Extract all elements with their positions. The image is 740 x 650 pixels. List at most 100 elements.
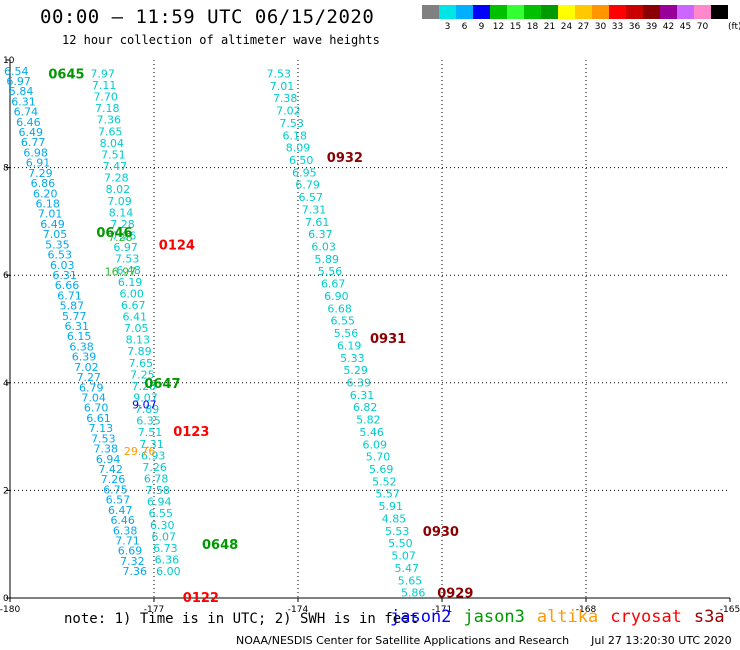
wave-height-label: 5.57 (375, 488, 400, 501)
scale-swatch-label: 24 (560, 22, 573, 32)
scale-swatch-color (473, 5, 490, 19)
wave-height-label: 5.91 (379, 500, 404, 513)
wave-height-label: 6.19 (337, 339, 362, 352)
legend-item-jason3: jason3 (463, 607, 525, 627)
wave-height-label: 6.79 (295, 179, 320, 192)
chart-title: 00:00 – 11:59 UTC 06/15/2020 (40, 6, 375, 28)
wave-height-label: 6.20 (33, 187, 58, 200)
wave-height-label: 6.79 (79, 381, 104, 394)
wave-height-label: 6.47 (108, 504, 133, 517)
wave-height-label: 6.57 (299, 191, 324, 204)
scale-swatch-color (711, 5, 728, 19)
wave-height-label: 6.03 (50, 259, 75, 272)
scale-swatch: 33 (609, 5, 626, 32)
scale-swatch-color (677, 5, 694, 19)
pass-time-label: 0648 (202, 538, 238, 553)
wave-height-label: 7.36 (123, 565, 148, 578)
wave-height-label: 6.55 (149, 507, 174, 520)
wave-height-label: 7.01 (270, 80, 295, 93)
scale-swatch-label: 33 (611, 22, 624, 32)
wave-height-label: 5.89 (315, 253, 340, 266)
wave-height-label: 6.30 (150, 519, 175, 532)
x-tick-label: -168 (576, 605, 597, 615)
wave-height-label: 5.56 (334, 327, 359, 340)
wave-height-label: 8.14 (109, 206, 134, 219)
wave-height-label: 7.32 (120, 555, 145, 568)
wave-height-label: 6.91 (26, 157, 51, 170)
wave-height-label: 7.89 (135, 403, 160, 416)
wave-height-label: 6.98 (23, 146, 48, 159)
wave-height-label: 6.78 (144, 473, 169, 486)
wave-height-label: 6.18 (283, 129, 308, 142)
wave-height-label: 6.48 (116, 264, 141, 277)
wave-height-label: 6.97 (113, 241, 138, 254)
scale-swatch-label: 9 (478, 22, 485, 32)
x-tick-label: -180 (0, 605, 20, 615)
wave-height-label: 7.71 (115, 534, 140, 547)
scale-swatch-color (660, 5, 677, 19)
y-tick-label: 2 (3, 486, 9, 496)
wave-height-label: 6.70 (84, 402, 109, 415)
wave-height-label: 6.35 (136, 415, 161, 428)
wave-height-label: 6.31 (52, 269, 77, 282)
wave-height-label: 7.18 (95, 102, 120, 115)
scale-swatch: 70 (694, 5, 711, 32)
wave-height-label: 7.28 (132, 380, 157, 393)
wave-height-label: 6.57 (106, 494, 131, 507)
wave-height-label: 5.87 (60, 300, 85, 313)
wave-height-label: 6.69 (118, 545, 143, 558)
scale-swatch-label: 18 (526, 22, 539, 32)
scale-swatch-label: 36 (628, 22, 641, 32)
pass-time-label: 0122 (183, 591, 219, 606)
scale-swatch: 36 (626, 5, 643, 32)
wave-height-label: 6.94 (147, 496, 172, 509)
x-tick-label: -171 (432, 605, 452, 615)
wave-height-label: 6.74 (14, 106, 39, 119)
wave-height-label: 7.58 (145, 484, 170, 497)
wave-height-label: 7.05 (124, 322, 149, 335)
wave-height-label: 5.47 (395, 562, 420, 575)
wave-height-label: 6.38 (113, 524, 138, 537)
chart-subtitle: 12 hour collection of altimeter wave hei… (62, 33, 380, 47)
wave-height-label: 6.75 (103, 483, 128, 496)
wave-height-label: 5.46 (359, 426, 384, 439)
scale-swatch-color (490, 5, 507, 19)
wave-height-label: 6.09 (363, 438, 388, 451)
wave-height-label: 6.82 (353, 401, 378, 414)
y-tick-label: 4 (3, 379, 9, 389)
scale-swatch-label: 70 (696, 22, 709, 32)
wave-height-label: 7.02 (74, 361, 99, 374)
wave-height-label: 5.70 (366, 451, 391, 464)
x-tick-label: -165 (720, 605, 740, 615)
wave-height-label: 6.49 (40, 218, 65, 231)
scale-swatch-label: 27 (577, 22, 590, 32)
x-tick-label: -174 (288, 605, 309, 615)
pass-time-label: 0932 (327, 151, 363, 166)
wave-height-label: 6.86 (31, 177, 56, 190)
scale-swatch-label: 3 (444, 22, 451, 32)
scale-swatch-color (643, 5, 660, 19)
agency-credit: NOAA/NESDIS Center for Satellite Applica… (236, 634, 570, 647)
wave-height-label: 6.61 (86, 412, 111, 425)
satellite-legend: jason2 jason3 altika cryosat s3a (390, 607, 725, 627)
wave-height-label: 6.90 (324, 290, 349, 303)
wave-height-label: 8.04 (100, 137, 125, 150)
wave-height-label: 5.07 (391, 550, 416, 563)
pass-time-label: 0931 (370, 332, 406, 347)
wave-height-label: 7.97 (90, 67, 115, 80)
pass-time-label: 0646 (96, 226, 132, 241)
scale-swatch-label: 12 (492, 22, 505, 32)
scale-swatch-color (439, 5, 456, 19)
wave-height-label: 5.86 (401, 587, 426, 600)
wave-height-label: 7.38 (94, 443, 119, 456)
scale-swatch: 27 (575, 5, 592, 32)
wave-height-label: 6.41 (123, 310, 148, 323)
scale-swatch-label: 21 (543, 22, 556, 32)
wave-height-label: 6.00 (156, 565, 181, 578)
scale-swatch: 3 (439, 5, 456, 32)
wave-height-label: 7.53 (279, 117, 304, 130)
wave-height-label: 7.65 (98, 125, 123, 138)
scale-swatch: 45 (677, 5, 694, 32)
wave-height-label: 7.11 (92, 79, 117, 92)
